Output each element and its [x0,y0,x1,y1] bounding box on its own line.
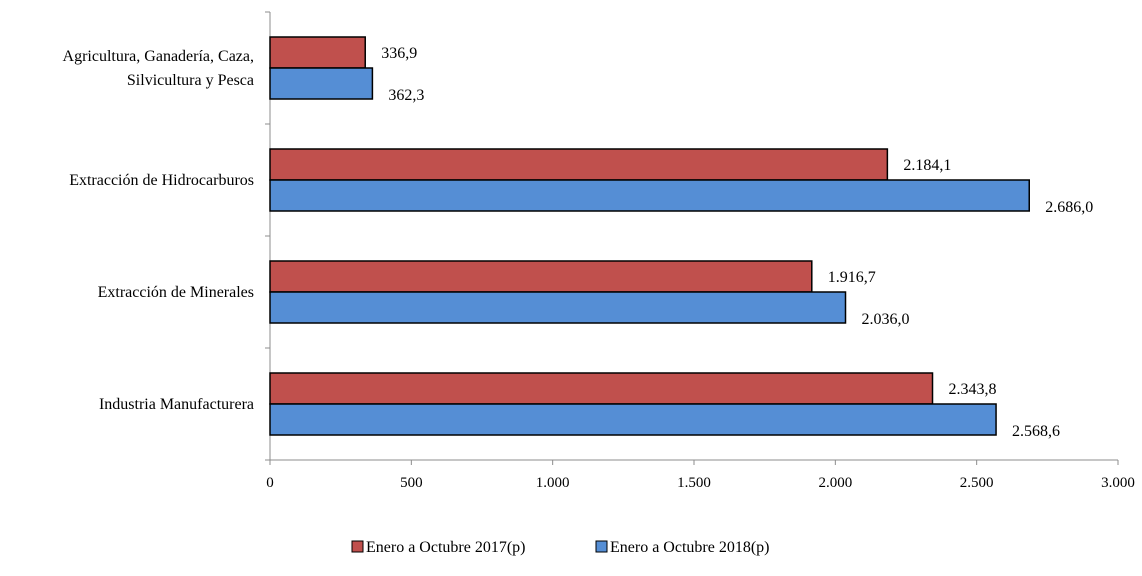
value-axis-tick-label: 1.000 [536,475,570,491]
legend-swatch [595,540,608,553]
legend: Enero a Octubre 2017(p) Enero a Octubre 2… [351,539,770,556]
bar-2017 [269,260,813,293]
bar-2017 [269,36,366,69]
bar-2018 [269,403,997,436]
category-label: Extracción de Minerales [98,284,254,301]
value-axis-tick-label: 2.500 [960,475,994,491]
data-label: 2.036,0 [862,311,910,328]
value-axis-tick-label: 0 [266,475,274,491]
bar-2018 [269,291,847,324]
legend-swatch [351,540,364,553]
bar-2017 [269,148,889,181]
value-axis-tick-label: 2.000 [818,475,852,491]
category-label: Silvicultura y Pesca [127,72,254,89]
value-axis-tick-label: 1.500 [677,475,711,491]
category-label: Agricultura, Ganadería, Caza, [63,48,254,65]
bar-2017 [269,372,934,405]
plot-area: 0 500 1.000 1.500 2.000 2.500 3.000 Agricultura… [63,11,1135,491]
data-label: 2.343,8 [949,381,997,398]
category-label: Industria Manufacturera [99,396,254,413]
category-label: Extracción de Hidrocarburos [69,172,254,189]
data-label: 2.686,0 [1045,199,1093,216]
data-label: 1.916,7 [828,269,876,286]
data-label: 362,3 [388,87,424,104]
legend-label: Enero a Octubre 2017(p) [366,539,526,556]
legend-label: Enero a Octubre 2018(p) [610,539,770,556]
data-label: 2.568,6 [1012,423,1060,440]
data-label: 336,9 [381,45,417,62]
value-axis-tick-label: 500 [400,475,423,491]
bar-2018 [269,67,374,100]
data-label: 2.184,1 [903,157,951,174]
bar-2018 [269,179,1030,212]
value-axis-tick-label: 3.000 [1101,475,1135,491]
